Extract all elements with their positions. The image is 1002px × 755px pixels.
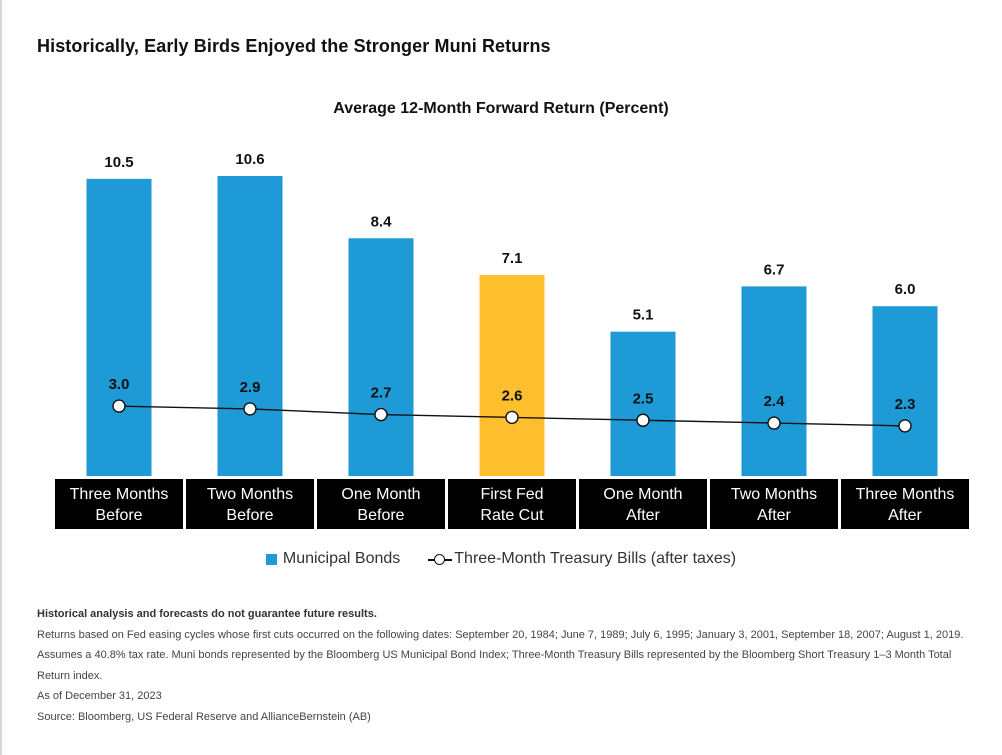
category-label-box-4	[448, 479, 576, 529]
legend-label-bills: Three-Month Treasury Bills (after taxes)	[454, 550, 737, 567]
category-label-1-line-2: Before	[95, 507, 142, 524]
bar-value-label-7: 6.0	[895, 281, 916, 298]
treasury-value-label-4: 2.6	[502, 387, 523, 404]
category-label-6-line-2: After	[757, 507, 791, 524]
treasury-point-3	[374, 407, 388, 422]
treasury-value-label-2: 2.9	[240, 379, 261, 396]
page-title: Historically, Early Birds Enjoyed the St…	[37, 36, 551, 56]
category-label-6-line-1: Two Months	[731, 486, 817, 503]
treasury-point-1	[112, 399, 126, 413]
bar-2	[217, 176, 283, 476]
footnote-source: Source: Bloomberg, US Federal Reserve an…	[37, 710, 371, 723]
treasury-point-2	[243, 402, 257, 416]
category-label-5-line-1: One Month	[603, 486, 682, 503]
legend-label-bonds: Municipal Bonds	[282, 550, 401, 567]
treasury-value-label-3: 2.7	[371, 385, 392, 402]
category-label-2-line-1: Two Months	[207, 486, 293, 503]
legend-item-bills: Three-Month Treasury Bills (after taxes)	[428, 550, 736, 568]
legend-item-bonds: Municipal Bonds	[265, 550, 401, 568]
category-label-box-2	[186, 479, 314, 529]
bar-value-label-4: 7.1	[502, 250, 523, 267]
treasury-value-label-5: 2.5	[633, 390, 654, 407]
treasury-value-label-1: 3.0	[109, 376, 130, 393]
footnote-disclaimer: Historical analysis and forecasts do not…	[37, 608, 377, 620]
left-border	[0, 0, 2, 755]
bar-3	[348, 238, 414, 476]
bar-1	[86, 178, 152, 476]
bar-value-label-6: 6.7	[764, 261, 785, 278]
category-label-4-line-2: Rate Cut	[480, 507, 544, 524]
category-label-box-1	[55, 479, 183, 529]
treasury-point-6	[767, 416, 781, 430]
bar-value-label-5: 5.1	[633, 307, 654, 324]
category-label-3-line-1: One Month	[341, 486, 420, 503]
bar-value-labels-group: 10.5 10.6 8.4 7.1 5.1 6.7 6.0	[104, 151, 915, 324]
treasury-value-label-6: 2.4	[764, 393, 786, 410]
category-label-box-6	[710, 479, 838, 529]
legend-line-marker-icon	[428, 553, 453, 565]
treasury-point-7	[898, 419, 912, 433]
treasury-point-5	[636, 413, 650, 427]
bar-value-label-2: 10.6	[235, 151, 264, 168]
category-label-7-line-1: Three Months	[856, 486, 955, 503]
line-value-labels-group: 3.0 2.9 2.7 2.6 2.5 2.4 2.3	[109, 376, 916, 413]
bar-value-label-1: 10.5	[104, 154, 133, 171]
category-label-4-line-1: First Fed	[480, 486, 543, 503]
bar-value-label-3: 8.4	[371, 213, 393, 230]
chart-title: Average 12-Month Forward Return (Percent…	[333, 100, 669, 117]
bars-group	[86, 176, 938, 476]
legend-swatch-bonds	[265, 553, 277, 565]
bar-line-chart: Three Months Before Two Months Before One Mo…	[55, 151, 969, 529]
treasury-point-4	[505, 410, 519, 425]
category-label-box-3	[317, 479, 445, 529]
treasury-line-group	[112, 399, 912, 433]
category-labels-group: Three Months Before Two Months Before One Mo…	[55, 479, 969, 529]
footnote-dates: Returns based on Fed easing cycles whose…	[37, 628, 964, 641]
category-label-1-line-1: Three Months	[70, 486, 169, 503]
footnote-as-of: As of December 31, 2023	[37, 690, 162, 702]
bar-5	[610, 331, 676, 476]
bar-4	[479, 275, 545, 476]
category-label-2-line-2: Before	[226, 507, 273, 524]
category-label-7-line-2: After	[888, 507, 922, 524]
category-label-5-line-2: After	[626, 507, 660, 524]
footnote-tax: Assumes a 40.8% tax rate. Muni bonds rep…	[37, 649, 952, 682]
bar-7	[872, 306, 938, 476]
treasury-value-label-7: 2.3	[895, 396, 916, 413]
category-label-box-5	[579, 479, 707, 529]
footnotes: Historical analysis and forecasts do not…	[37, 604, 967, 727]
category-label-box-7	[841, 479, 969, 529]
category-label-3-line-2: Before	[357, 507, 404, 524]
bar-6	[741, 286, 807, 476]
legend: Municipal Bonds Three-Month Treasury Bil…	[0, 550, 1002, 568]
